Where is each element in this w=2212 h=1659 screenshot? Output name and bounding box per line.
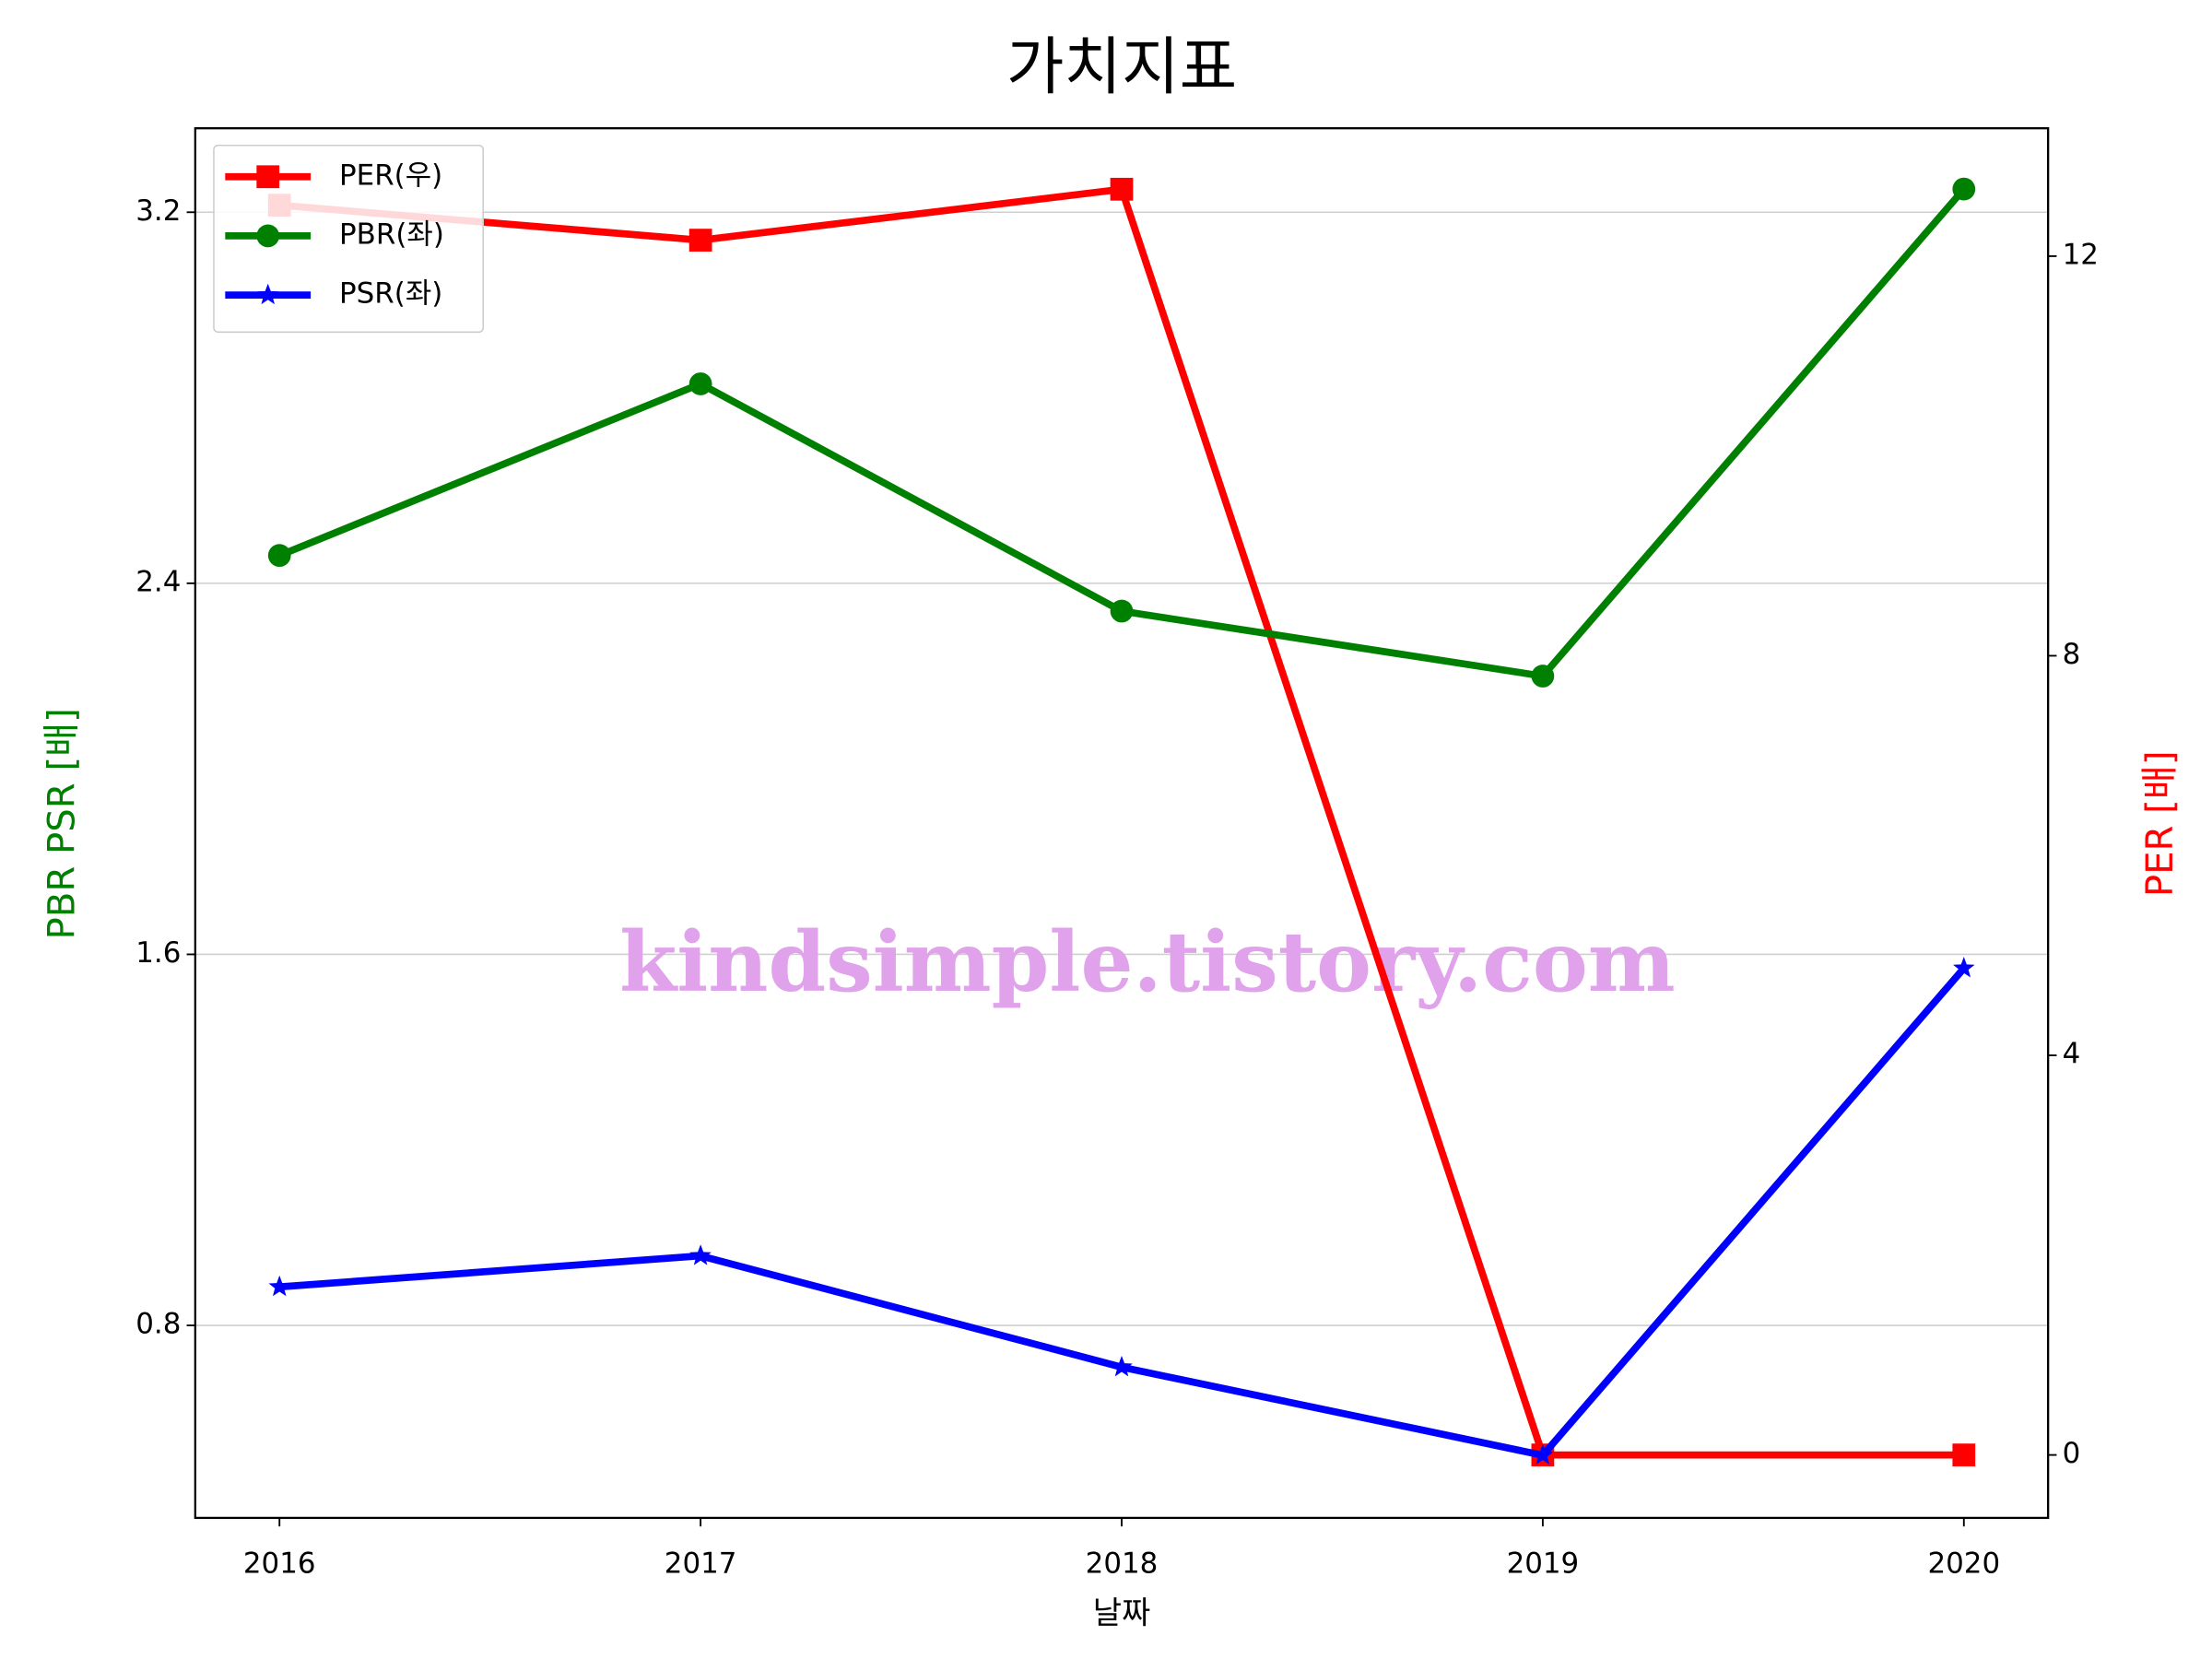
marker [1110,177,1134,201]
y-tick-label: 2.4 [135,565,181,598]
y2-tick-label: 0 [2063,1437,2081,1470]
y2-tick-label: 8 [2063,638,2081,671]
marker [268,1275,290,1297]
marker [1952,1443,1976,1466]
marker [688,372,712,395]
legend-label: PSR(좌) [339,277,442,311]
marker [1953,957,1975,978]
marker [688,229,712,252]
y2-tick-label: 12 [2063,238,2099,271]
y2-axis-label: PER [배] [2139,750,2182,897]
x-tick-label: 2016 [243,1547,316,1580]
marker [1531,665,1555,688]
series-line [278,966,1967,1459]
y2-tick-label: 4 [2063,1038,2081,1071]
marker [256,224,280,248]
marker [689,1244,712,1265]
marker [1952,177,1976,201]
marker [1532,1443,1554,1465]
y-tick-label: 0.8 [135,1308,181,1341]
legend-label: PBR(좌) [339,218,444,251]
chart-title: 가치지표 [1006,31,1237,104]
marker [256,283,279,305]
x-tick-label: 2019 [1507,1547,1580,1580]
legend: PER(우) PBR(좌) PSR(좌) [213,144,484,334]
marker [256,165,280,189]
y-tick-label: 1.6 [135,936,181,970]
marker [267,544,291,568]
x-tick-label: 2017 [665,1547,737,1580]
y-tick-label: 3.2 [135,194,181,228]
x-axis-label: 날짜 [1093,1595,1151,1632]
x-tick-label: 2020 [1927,1547,2000,1580]
watermark: kindsimple.tistory.com [619,914,1676,1011]
marker [1110,599,1134,623]
legend-box [213,144,484,334]
y-axis-label: PBR PSR [배] [41,708,84,939]
marker [1111,1355,1133,1377]
x-tick-label: 2018 [1086,1547,1159,1580]
legend-label: PER(우) [339,159,442,192]
plot-frame [194,127,2050,1520]
